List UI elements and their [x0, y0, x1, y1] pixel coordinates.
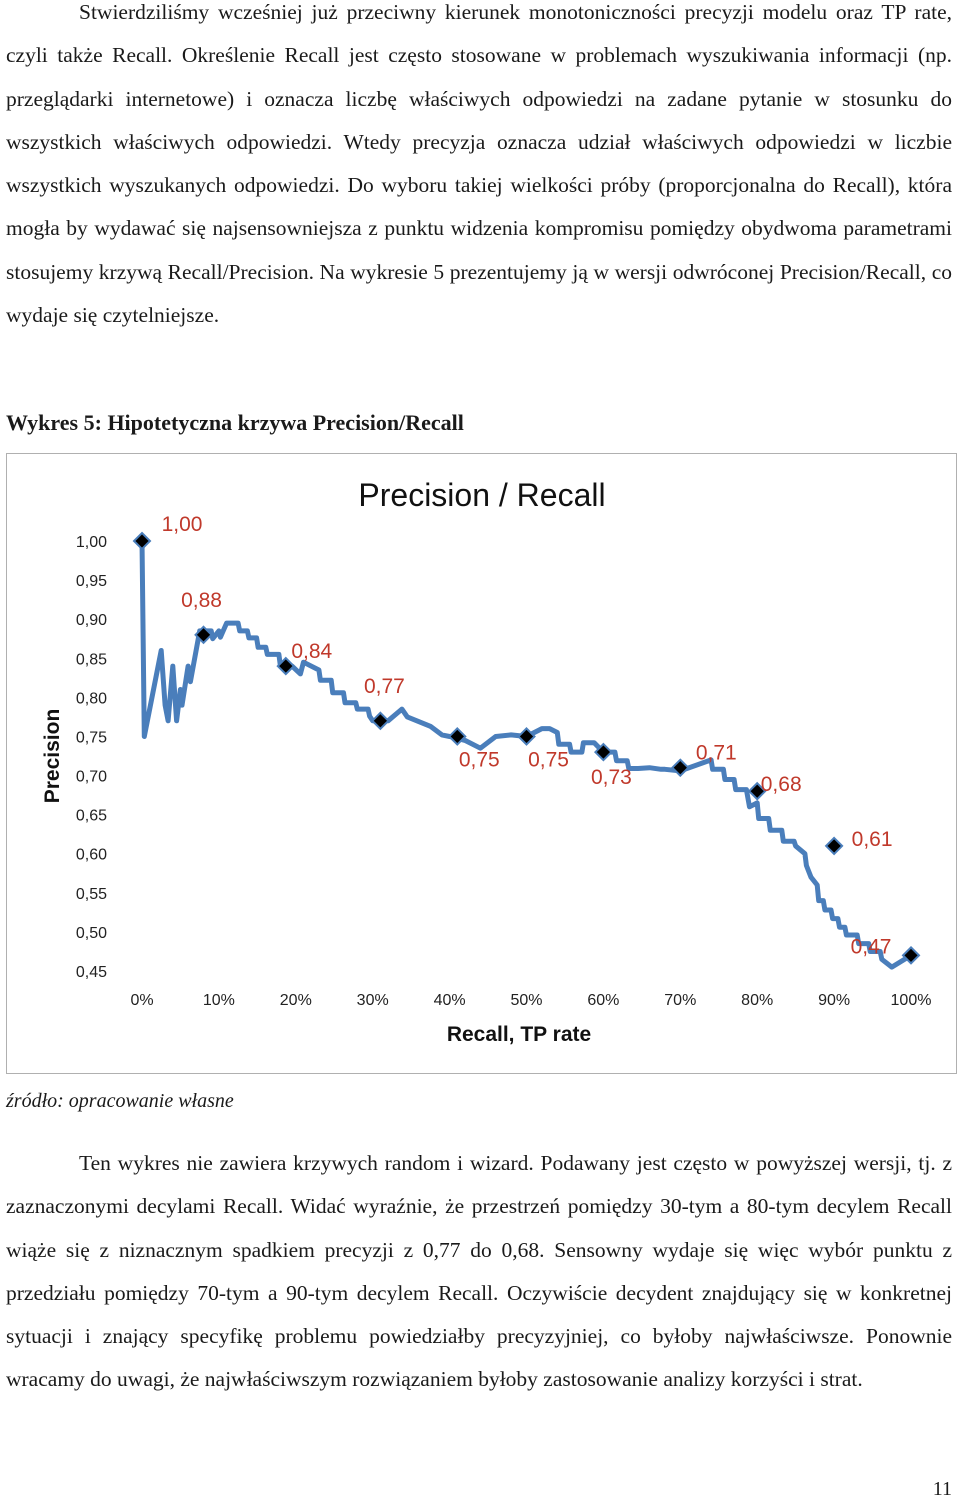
- decile-marker: [447, 727, 467, 746]
- y-tick-label: 0,45: [76, 964, 107, 981]
- data-label: 1,00: [162, 513, 203, 536]
- precision-recall-chart: Precision / Recall Precision Recall, TP …: [41, 477, 932, 1046]
- data-label: 0,73: [591, 766, 632, 789]
- page-number: 11: [932, 1478, 952, 1500]
- decile-marker: [517, 727, 536, 746]
- data-label: 0,75: [528, 748, 569, 771]
- chart-frame: Precision / Recall Precision Recall, TP …: [6, 453, 957, 1074]
- decile-marker: [194, 625, 213, 645]
- decile-marker: [747, 781, 767, 801]
- data-label: 0,71: [696, 742, 737, 765]
- x-tick-label: 70%: [664, 992, 696, 1009]
- chart-title: Precision / Recall: [358, 477, 605, 513]
- y-tick-label: 0,85: [76, 651, 107, 668]
- precision-recall-line: [139, 538, 914, 970]
- x-tick-label: 100%: [891, 992, 932, 1009]
- data-label: 0,75: [459, 748, 500, 771]
- x-axis-label: Recall, TP rate: [447, 1023, 591, 1046]
- data-label: 0,68: [761, 773, 802, 796]
- x-tick-label: 30%: [357, 992, 389, 1009]
- body-paragraph-1: Stwierdziliśmy wcześniej już przeciwny k…: [6, 0, 952, 328]
- data-label: 0,84: [291, 640, 332, 663]
- data-label: 0,47: [851, 935, 892, 958]
- x-tick-label: 20%: [280, 992, 312, 1009]
- y-tick-label: 0,90: [76, 612, 107, 629]
- data-label: 0,77: [364, 675, 405, 698]
- data-label: 0,61: [852, 828, 893, 851]
- y-tick-label: 0,95: [76, 573, 107, 590]
- y-axis-label: Precision: [41, 709, 64, 804]
- decile-marker: [824, 836, 844, 856]
- y-tick-label: 1,00: [76, 534, 107, 551]
- decile-marker: [670, 758, 690, 778]
- y-tick-label: 0,70: [76, 769, 107, 786]
- x-tick-label: 10%: [203, 992, 235, 1009]
- x-tick-label: 40%: [434, 992, 466, 1009]
- x-tick-label: 50%: [510, 992, 542, 1009]
- x-tick-label: 90%: [818, 992, 850, 1009]
- decile-marker: [593, 742, 613, 762]
- data-label: 0,88: [181, 589, 222, 612]
- x-tick-label: 0%: [130, 992, 153, 1009]
- decile-marker: [276, 656, 296, 676]
- decile-marker: [370, 711, 390, 731]
- y-tick-label: 0,75: [76, 729, 107, 746]
- figure-caption: Wykres 5: Hipotetyczna krzywa Precision/…: [6, 410, 464, 435]
- y-tick-label: 0,60: [76, 847, 107, 864]
- source-note: źródło: opracowanie własne: [6, 1090, 234, 1112]
- body-paragraph-2: Ten wykres nie zawiera krzywych random i…: [6, 1151, 952, 1392]
- decile-marker: [132, 531, 152, 551]
- y-tick-label: 0,55: [76, 886, 107, 903]
- y-tick-label: 0,65: [76, 808, 107, 825]
- y-tick-label: 0,50: [76, 925, 107, 942]
- y-tick-label: 0,80: [76, 690, 107, 707]
- x-tick-label: 60%: [587, 992, 619, 1009]
- x-tick-label: 80%: [741, 992, 773, 1009]
- decile-marker: [901, 945, 921, 965]
